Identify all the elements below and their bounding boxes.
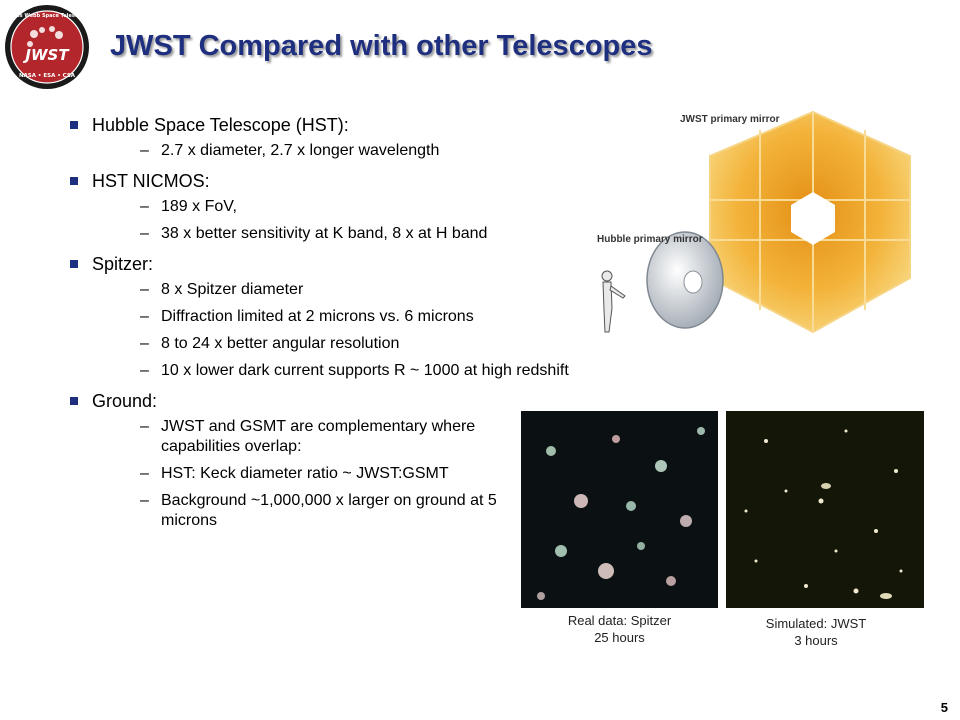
bullet-label: Spitzer: <box>92 254 154 274</box>
sub-bullet: –38 x better sensitivity at K band, 8 x … <box>140 225 488 242</box>
bullet-ground: Ground: – JWST and GSMT are complementary… <box>70 389 630 531</box>
bullet-label: HST NICMOS: <box>92 171 210 191</box>
spitzer-image <box>521 411 718 608</box>
jwst-simulated-image <box>726 411 924 608</box>
sub-bullet: –2.7 x diameter, 2.7 x longer wavelength <box>140 142 440 159</box>
bullet-spitzer: Spitzer: –8 x Spitzer diameter – Diffract… <box>70 252 630 381</box>
bullet-nicmos: HST NICMOS: –189 x FoV, –38 x better sen… <box>70 169 630 244</box>
mirror-center-hole <box>791 192 835 245</box>
sub-bullet: – HST: Keck diameter ratio ~ JWST:GSMT <box>140 465 449 482</box>
sub-bullet: –10 x lower dark current supports R ~ 10… <box>140 362 569 379</box>
square-bullet-icon <box>70 260 78 268</box>
person-silhouette <box>601 270 626 333</box>
sub-bullet: –8 to 24 x better angular resolution <box>140 335 400 352</box>
jwst-logo: JWST NASA • ESA • CSA James Webb Space T… <box>5 5 89 89</box>
hubble-mirror-label: Hubble primary mirror <box>597 234 703 245</box>
sub-bullet: –189 x FoV, <box>140 198 237 215</box>
page-number: 5 <box>940 700 948 715</box>
square-bullet-icon <box>70 121 78 129</box>
jwst-caption: Simulated: JWST 3 hours <box>765 616 867 648</box>
sub-bullet: – Diffraction limited at 2 microns vs. 6 … <box>140 308 474 325</box>
bullet-list: Hubble Space Telescope (HST): –2.7 x dia… <box>70 113 630 539</box>
spitzer-caption: Real data: Spitzer 25 hours <box>567 613 672 645</box>
bullet-label: Hubble Space Telescope (HST): <box>92 115 349 135</box>
jwst-mirror-label: JWST primary mirror <box>680 114 780 125</box>
svg-text:James Webb Space Telescope: James Webb Space Telescope <box>5 13 89 19</box>
svg-text:NASA • ESA • CSA: NASA • ESA • CSA <box>19 73 76 79</box>
bullet-label: Ground: <box>92 391 158 411</box>
square-bullet-icon <box>70 397 78 405</box>
sub-bullet: – JWST and GSMT are complementary where c… <box>140 418 476 455</box>
mirror-comparison-figure: JWST primary mirror Hubble primary mirro… <box>597 110 911 334</box>
slide-title: JWST Compared with other Telescopes <box>110 30 653 62</box>
bullet-hst: Hubble Space Telescope (HST): –2.7 x dia… <box>70 113 630 161</box>
square-bullet-icon <box>70 177 78 185</box>
sub-bullet: –8 x Spitzer diameter <box>140 281 304 298</box>
sub-bullet: – Background ~1,000,000 x larger on groun… <box>140 492 497 529</box>
svg-text:JWST: JWST <box>22 46 70 64</box>
